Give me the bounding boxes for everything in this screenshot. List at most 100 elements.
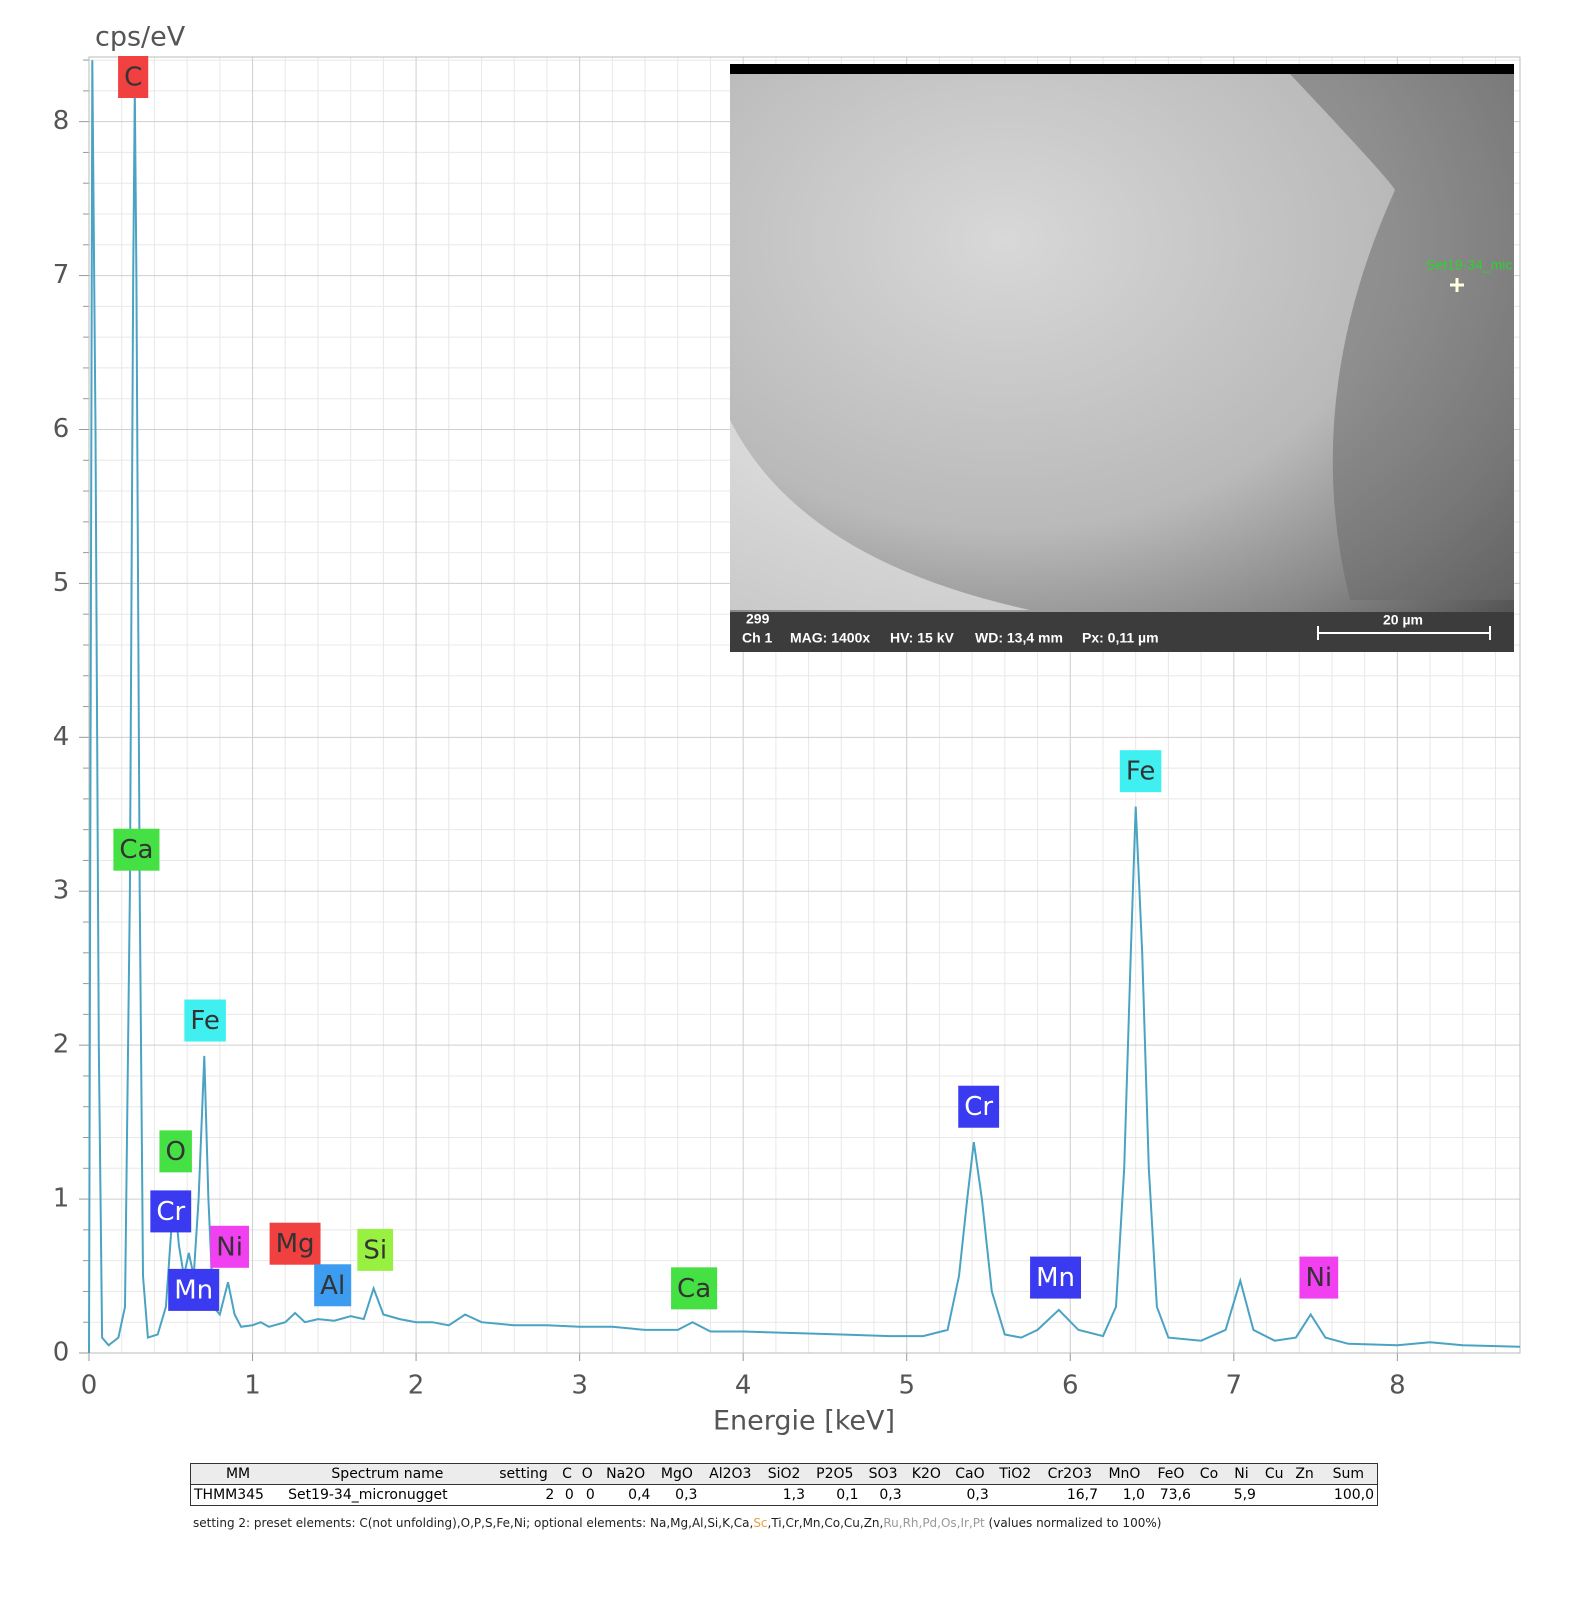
header-cell: Na2O <box>597 1463 654 1485</box>
y-tick-label: 0 <box>53 1338 70 1368</box>
header-cell: O <box>576 1463 598 1485</box>
cell: 0,3 <box>879 1487 902 1503</box>
peak-label-box <box>1299 1256 1339 1299</box>
header-cell: P2O5 <box>808 1463 862 1485</box>
y-tick-label: 7 <box>53 260 70 290</box>
cell <box>1194 1485 1224 1506</box>
peak-label: Fe <box>1119 750 1162 793</box>
cell: 0,1 <box>836 1487 859 1503</box>
data-row: THMM345 Set19-34_micronugget 2 0 0 0,4 0,3 1,3 0… <box>191 1485 1378 1506</box>
cell <box>700 1485 760 1506</box>
y-tick-label: 6 <box>53 414 70 444</box>
image-texture <box>730 420 1030 610</box>
scale-bar <box>1317 626 1491 640</box>
scale-label: 20 µm <box>1383 612 1423 628</box>
header-cell: MnO <box>1100 1463 1148 1485</box>
peak-label-text: Mn <box>1036 1263 1075 1293</box>
peak-label-box <box>150 1190 192 1233</box>
sem-inset: Set19-34_mic 299 Ch 1 MAG: 1400x HV: 15 … <box>730 64 1514 652</box>
cell: THMM345 <box>194 1487 264 1503</box>
cell: 2 <box>545 1487 555 1503</box>
peak-label-box <box>314 1264 352 1307</box>
peak-label: Ca <box>671 1267 718 1310</box>
header-cell: SO3 <box>861 1463 905 1485</box>
cell <box>1259 1485 1289 1506</box>
header-cell: C <box>557 1463 577 1485</box>
cell: 1,0 <box>1122 1487 1145 1503</box>
pixel-size: Px: 0,11 µm <box>1082 630 1159 646</box>
peak-label-box <box>118 56 149 99</box>
footnote-part: ,Ti,Cr,Mn,Co,Cu,Zn, <box>767 1516 884 1530</box>
y-tick-label: 1 <box>53 1184 70 1214</box>
plot-frame <box>88 56 1521 1354</box>
x-tick-label: 3 <box>571 1371 588 1401</box>
cell <box>992 1485 1039 1506</box>
cell: 1,3 <box>782 1487 806 1503</box>
footnote: setting 2: preset elements: C(not unfold… <box>193 1516 1161 1530</box>
marker-label: Set19-34_mic <box>1426 257 1512 273</box>
peak-label-text: C <box>124 63 142 93</box>
peak-label: Al <box>314 1264 352 1307</box>
footnote-part: setting 2: preset elements: C(not unfold… <box>193 1516 754 1530</box>
peak-label-text: Mg <box>276 1229 315 1259</box>
header-cell: Zn <box>1289 1463 1320 1485</box>
x-tick-label: 0 <box>81 1371 98 1401</box>
spectrum-line <box>88 60 1521 1354</box>
peak-label-box <box>1030 1256 1081 1299</box>
header-cell: setting <box>489 1463 558 1485</box>
header-row: MM Spectrum name setting C O Na2O MgO Al2O3 SiO2… <box>190 1463 1378 1485</box>
peak-label: Si <box>357 1228 394 1271</box>
peak-label-text: Ni <box>216 1232 243 1262</box>
peak-label-box <box>1119 750 1162 793</box>
peak-label: Mn <box>168 1268 220 1311</box>
y-tick-label: 8 <box>53 106 70 136</box>
peak-label-text: Fe <box>1126 757 1156 787</box>
peak-label-box <box>113 828 160 871</box>
channel: Ch 1 <box>742 630 773 646</box>
header-cell: Spectrum name <box>285 1463 490 1485</box>
peak-label-box <box>159 1130 192 1173</box>
image-shading <box>1290 74 1514 600</box>
header-cell: MM <box>190 1463 286 1485</box>
peak-label: O <box>159 1130 192 1173</box>
cell: 16,7 <box>1066 1487 1098 1503</box>
peak-label: Ni <box>1299 1256 1339 1299</box>
peak-label: Ni <box>210 1225 249 1268</box>
peak-label-box <box>671 1267 718 1310</box>
voltage: HV: 15 kV <box>890 630 954 646</box>
cell: 5,9 <box>1233 1487 1256 1503</box>
results-table: MM Spectrum name setting C O Na2O MgO Al2O3 SiO2… <box>190 1463 1378 1506</box>
peak-label-box <box>210 1225 249 1268</box>
peak-label-box <box>357 1228 394 1271</box>
peak-label-text: O <box>165 1137 185 1167</box>
cell: 100,0 <box>1333 1487 1374 1503</box>
header-cell: CaO <box>948 1463 992 1485</box>
cell: 0,4 <box>628 1487 651 1503</box>
footnote-part: Sc <box>753 1516 768 1530</box>
x-tick-label: 2 <box>408 1371 425 1401</box>
header-cell: FeO <box>1147 1463 1194 1485</box>
peak-label-text: Ca <box>119 835 153 865</box>
cell <box>905 1485 948 1506</box>
peak-label-box <box>184 999 226 1042</box>
peak-label: Ca <box>113 828 160 871</box>
x-tick-label: 1 <box>244 1371 261 1401</box>
peak-label-text: Ca <box>677 1274 711 1304</box>
image-number: 299 <box>746 611 770 627</box>
peak-label: C <box>118 56 149 99</box>
working-distance: WD: 13,4 mm <box>975 630 1063 646</box>
peak-label-text: Fe <box>190 1006 220 1036</box>
peak-label-text: Ni <box>1305 1263 1332 1293</box>
peak-label-box <box>958 1085 1000 1128</box>
peak-label-text: Cr <box>964 1092 993 1122</box>
peak-label: Fe <box>184 999 226 1042</box>
magnification: MAG: 1400x <box>790 630 870 646</box>
header-cell: Sum <box>1319 1463 1378 1485</box>
cell: 0,3 <box>966 1487 989 1503</box>
header-cell: Cu <box>1258 1463 1290 1485</box>
peak-label-text: Cr <box>156 1197 185 1227</box>
cell: 0 <box>564 1487 574 1503</box>
header-cell: MgO <box>653 1463 701 1485</box>
